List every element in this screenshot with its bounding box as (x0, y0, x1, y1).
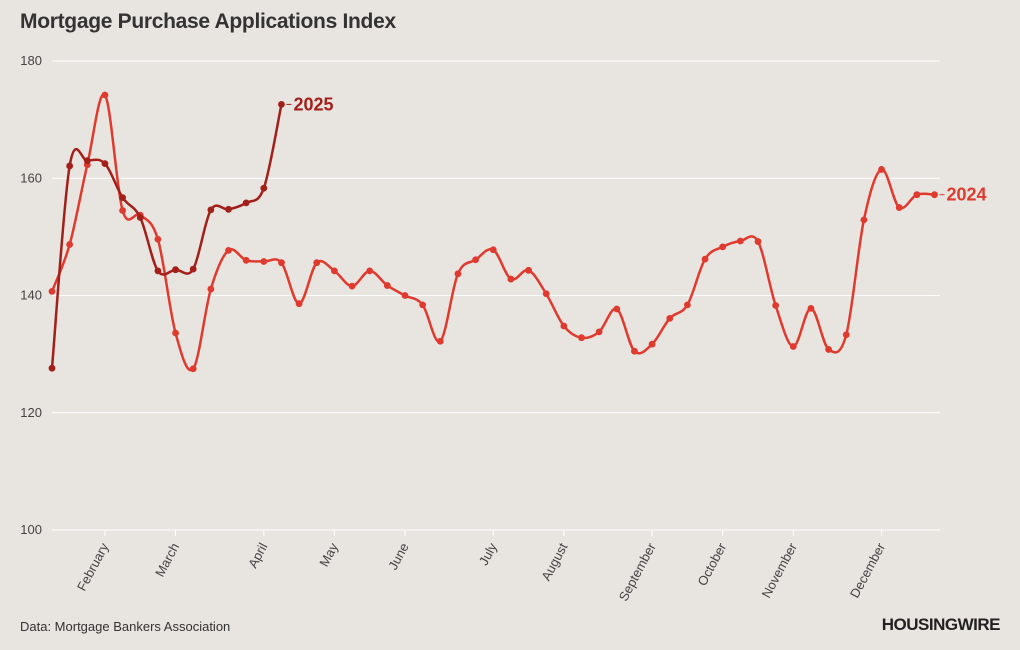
data-point-2025 (189, 265, 197, 273)
series-line-2025 (50, 103, 283, 370)
data-point-2024 (313, 259, 321, 267)
series-2025: 2025 (48, 94, 333, 372)
series-layer: 2024 2025 (48, 91, 987, 373)
data-point-2024 (154, 235, 162, 243)
data-point-2025 (136, 214, 144, 221)
data-point-2024 (878, 166, 885, 173)
x-tick-label: April (245, 540, 271, 570)
data-point-2025 (66, 162, 74, 170)
data-point-2024 (560, 322, 568, 330)
data-point-2024 (48, 287, 56, 295)
y-tick-label: 180 (20, 53, 42, 68)
y-tick-label: 160 (20, 170, 42, 185)
x-tick-label: August (538, 540, 570, 583)
data-point-2024 (825, 346, 832, 353)
x-tick-label: February (74, 540, 112, 593)
x-tick-label: July (476, 540, 500, 568)
data-point-2024 (789, 343, 797, 350)
x-tick-label: June (385, 540, 411, 572)
data-point-2024 (401, 292, 409, 299)
data-point-2024 (613, 305, 621, 313)
data-point-2024 (189, 365, 197, 373)
data-point-2024 (454, 270, 462, 278)
data-point-2024 (348, 282, 356, 290)
data-point-2024 (719, 243, 727, 251)
data-source: Data: Mortgage Bankers Association (20, 619, 231, 634)
x-tick-label: October (694, 540, 729, 588)
data-point-2024 (489, 246, 497, 254)
x-tick-label: March (152, 540, 182, 579)
data-point-2024 (66, 241, 74, 248)
data-point-2025 (172, 266, 179, 274)
data-point-2024 (331, 267, 338, 275)
x-tick-label: December (847, 540, 889, 601)
y-tick-label: 140 (20, 288, 42, 303)
x-axis-ticks: February March April May June July August Septe… (74, 530, 889, 604)
data-point-2025 (83, 157, 91, 165)
data-point-2024 (772, 302, 780, 309)
data-point-2024 (419, 301, 427, 309)
data-point-2024 (507, 275, 515, 283)
y-tick-label: 100 (20, 522, 42, 537)
data-point-2024 (472, 256, 479, 264)
x-tick-label: November (759, 540, 801, 601)
data-point-2025 (154, 267, 162, 275)
data-point-2024 (931, 191, 938, 199)
data-point-2025 (101, 160, 109, 167)
data-point-2024 (684, 301, 691, 309)
data-point-2024 (578, 334, 585, 342)
data-point-2024 (736, 237, 744, 245)
data-point-2024 (807, 304, 815, 312)
data-point-2025 (207, 206, 215, 214)
grid-lines (52, 60, 940, 531)
data-point-2025 (278, 100, 285, 108)
data-point-2024 (542, 290, 550, 298)
data-point-2024 (260, 258, 268, 265)
data-point-2024 (701, 255, 709, 263)
data-point-2025 (225, 205, 232, 213)
series-line-2024 (50, 93, 936, 372)
data-point-2024 (101, 91, 109, 99)
series-label-2024: 2024 (947, 185, 987, 205)
data-point-2024 (366, 267, 374, 275)
y-axis-ticks: 100 120 140 160 180 (20, 53, 42, 537)
x-tick-label: September (616, 540, 659, 604)
data-point-2024 (842, 331, 850, 339)
x-tick-label: May (316, 540, 341, 569)
data-point-2025 (242, 199, 250, 207)
data-point-2024 (648, 340, 656, 348)
data-point-2024 (242, 256, 250, 264)
data-point-2024 (172, 329, 179, 337)
series-2024: 2024 (48, 91, 987, 373)
data-point-2025 (260, 184, 268, 192)
data-point-2024 (913, 191, 921, 199)
data-point-2025 (119, 194, 126, 201)
series-label-2025: 2025 (293, 94, 333, 114)
data-point-2024 (754, 238, 762, 245)
data-point-2024 (278, 259, 285, 267)
data-point-2024 (895, 204, 903, 211)
data-point-2024 (119, 207, 126, 214)
chart-title: Mortgage Purchase Applications Index (20, 10, 396, 33)
data-point-2024 (225, 246, 232, 254)
data-point-2024 (631, 347, 638, 355)
y-tick-label: 120 (20, 405, 42, 420)
data-point-2024 (383, 282, 391, 289)
data-point-2024 (295, 300, 303, 308)
data-point-2024 (207, 285, 215, 293)
data-point-2025 (48, 364, 56, 372)
data-point-2024 (666, 314, 674, 322)
data-point-2024 (436, 337, 444, 345)
data-point-2024 (860, 216, 868, 224)
brand-logo: HOUSINGWIRE (881, 615, 1001, 634)
data-point-2024 (595, 328, 603, 336)
data-point-2024 (525, 266, 532, 274)
